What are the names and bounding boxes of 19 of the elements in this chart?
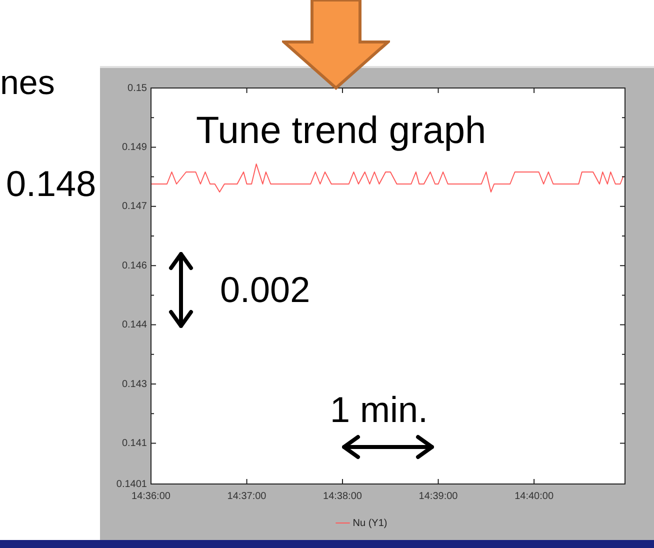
y-tick-label: 0.146 (122, 260, 148, 272)
annotation: 1 min. (330, 389, 428, 430)
x-tick-label: 14:36:00 (132, 490, 171, 502)
x-tick-label: 14:39:00 (418, 490, 458, 502)
y-tick-label: 0.143 (122, 378, 148, 390)
y-tick-label: 0.147 (122, 201, 148, 212)
x-tick-label: 14:37:00 (227, 490, 267, 502)
y-tick-label: 0.141 (122, 438, 148, 449)
legend-label: Nu (Y1) (352, 518, 388, 529)
text: nes (0, 64, 55, 102)
x-tick-label: 14:38:00 (323, 490, 362, 502)
text: 0.148 (2, 163, 100, 204)
annotation: 0.002 (220, 269, 310, 310)
y-tick-label: 0.1401 (116, 478, 148, 490)
x-tick-label: 14:40:00 (514, 490, 554, 502)
y-tick-label: 0.15 (128, 82, 148, 94)
y-tick-label: 0.149 (122, 142, 148, 153)
annotation: Tune trend graph (196, 110, 486, 152)
y-tick-label: 0.144 (122, 320, 148, 331)
